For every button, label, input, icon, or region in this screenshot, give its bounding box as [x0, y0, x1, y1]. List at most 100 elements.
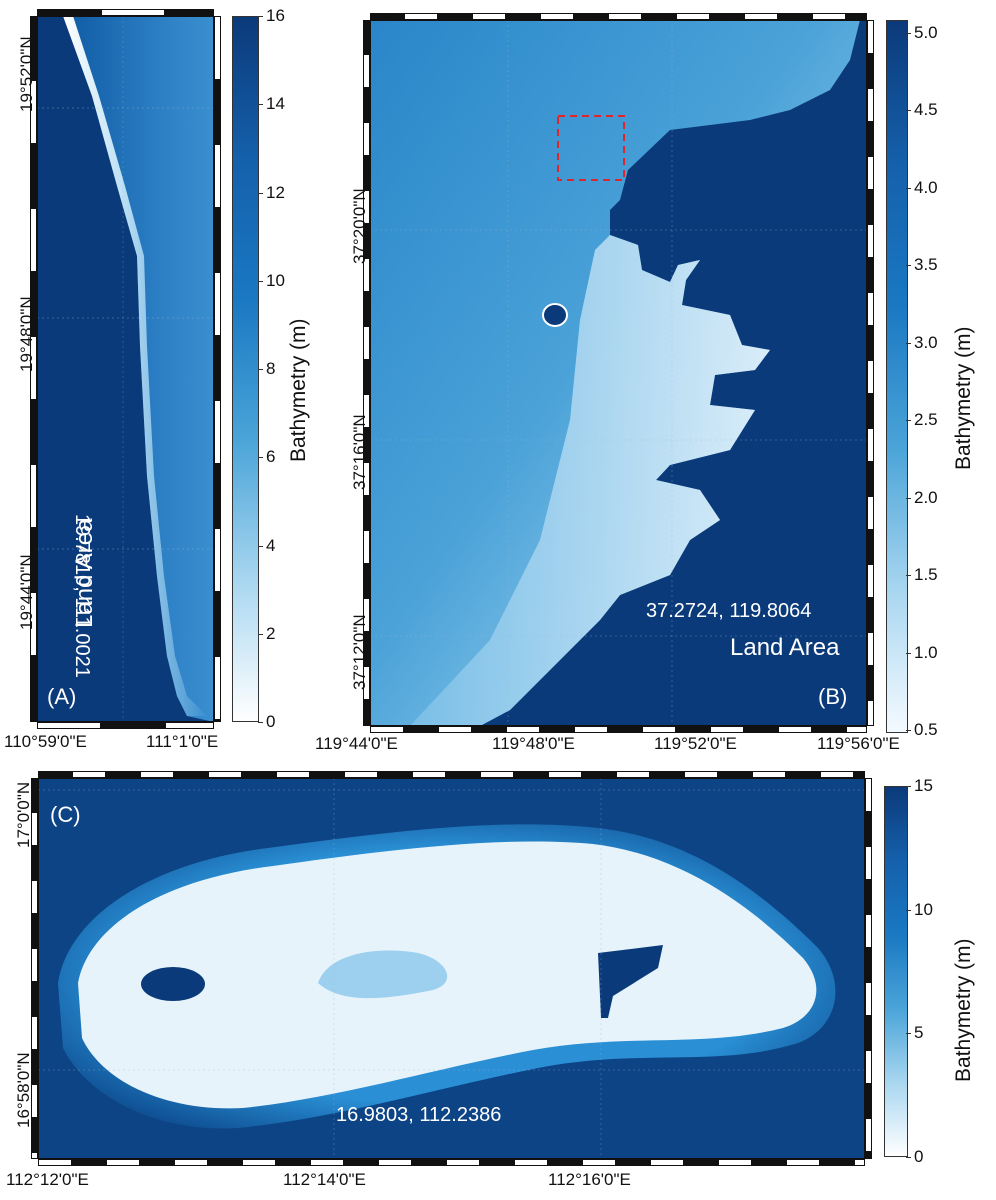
panel-c-border-segment	[865, 948, 872, 982]
panel-b-border-segment	[867, 700, 874, 726]
panel-b-border-segment	[363, 360, 370, 394]
panel-b-colorbar-tick-mark	[906, 265, 911, 267]
panel-b-colorbar-tick: 3.5	[914, 255, 938, 275]
panel-a-colorbar-tick-mark	[258, 545, 263, 547]
panel-c-border-segment	[106, 771, 140, 778]
panel-c-border-segment	[718, 771, 752, 778]
panel-c-border-segment	[718, 1159, 752, 1166]
panel-c-border-segment	[31, 846, 38, 880]
panel-b-border-segment	[363, 394, 370, 428]
panel-b-border-segment	[472, 726, 506, 733]
panel-c-border-segment	[548, 1159, 582, 1166]
panel-a-border-segment	[214, 400, 221, 464]
panel-b-border-segment	[363, 530, 370, 564]
panel-c-border-segment	[310, 1159, 344, 1166]
panel-b-border-segment	[867, 292, 874, 326]
panel-b-border-segment	[778, 726, 812, 733]
panel-c-border-segment	[31, 1084, 38, 1118]
panel-c-border-segment	[174, 771, 208, 778]
panel-b-colorbar-tick: 1.0	[914, 642, 938, 662]
panel-c-colorbar-tick: 5	[914, 1023, 924, 1043]
panel-b-border-segment	[363, 190, 370, 224]
panel-b-border-segment	[867, 190, 874, 224]
panel-b-border-segment	[867, 20, 874, 54]
panel-c-colorbar-tick-mark	[906, 1033, 911, 1035]
panel-b-border-segment	[438, 13, 472, 20]
panel-b-border-segment	[608, 726, 642, 733]
panel-b-colorbar-tick: 2.5	[914, 410, 938, 430]
panel-b-border-segment	[363, 632, 370, 666]
panel-b-border-segment	[778, 13, 812, 20]
panel-b-border-segment	[710, 13, 744, 20]
panel-b-colorbar-tick-mark	[906, 187, 911, 189]
panel-c-border-segment	[865, 982, 872, 1016]
panel-b-border-segment	[363, 598, 370, 632]
panel-b-border-segment	[744, 726, 778, 733]
panel-c-border-segment	[865, 778, 872, 812]
panel-a-border-segment	[214, 272, 221, 336]
panel-a-bathymetry-image	[37, 16, 214, 722]
panel-c-border-segment	[854, 1159, 865, 1166]
panel-b-border-segment	[867, 632, 874, 666]
panel-b-colorbar-tick-mark	[906, 652, 911, 654]
panel-a-border-segment	[30, 656, 37, 720]
panel-a-border-segment	[214, 656, 221, 720]
panel-b-border-segment	[404, 13, 438, 20]
panel-c-colorbar-tick-mark	[906, 786, 911, 787]
panel-b-colorbar-tick: 5.0	[914, 23, 938, 42]
panel-b-border-segment	[867, 224, 874, 258]
panel-b-border-segment	[363, 88, 370, 122]
panel-a-border-segment	[165, 9, 214, 16]
panel-b-ytick-1: 37°20'0"N	[350, 188, 369, 264]
panel-a-border-segment	[30, 592, 37, 656]
panel-b-colorbar-tick-mark	[906, 342, 911, 344]
panel-a-colorbar-tick: 10	[266, 270, 285, 290]
panel-c-border-segment	[31, 1016, 38, 1050]
panel-b-colorbar-tick: 2.0	[914, 487, 938, 507]
panel-b-border-segment	[404, 726, 438, 733]
panel-b-colorbar-tick: 4.5	[914, 100, 938, 120]
panel-a-xtick-1: 110°59'0"E	[4, 732, 87, 751]
panel-c-border-segment	[514, 1159, 548, 1166]
panel-b-border-segment	[363, 54, 370, 88]
panel-b-xtick-1: 119°44'0"E	[315, 734, 398, 753]
panel-a-xtick-2: 111°1'0"E	[146, 732, 219, 751]
panel-a-border-segment	[101, 722, 165, 729]
panel-a-colorbar-tick-mark	[258, 457, 263, 459]
panel-b-border-segment	[867, 326, 874, 360]
panel-b-border-segment	[370, 13, 404, 20]
panel-a-colorbar-tick-mark	[258, 633, 263, 635]
panel-b-colorbar-tick: 0.5	[914, 720, 938, 739]
panel-c-border-segment	[820, 771, 854, 778]
panel-a-colorbar-tick-mark	[258, 104, 263, 106]
panel-a-border-segment	[30, 336, 37, 400]
panel-b-border-segment	[506, 13, 540, 20]
panel-a-border-segment	[30, 208, 37, 272]
panel-c-border-segment	[616, 1159, 650, 1166]
panel-b-border-segment	[642, 726, 676, 733]
panel-a-colorbar-tick: 4	[266, 535, 276, 555]
panel-a-border-segment	[30, 400, 37, 464]
panel-b-border-segment	[363, 258, 370, 292]
panel-b-border-segment	[608, 13, 642, 20]
panel-c-ytick-2: 16°58'0"N	[14, 1052, 33, 1128]
panel-c-border-segment	[276, 771, 310, 778]
panel-c-border-segment	[446, 771, 480, 778]
panel-b-xtick-4: 119°56'0"E	[817, 734, 900, 753]
panel-b-border-segment	[438, 726, 472, 733]
panel-c-border-segment	[276, 1159, 310, 1166]
panel-b-colorbar-tick-mark	[906, 110, 911, 112]
panel-a-border-segment	[30, 80, 37, 144]
panel-a-border-segment	[214, 208, 221, 272]
panel-c-coords: 16.9803, 112.2386	[336, 1104, 502, 1126]
panel-b-border-segment	[363, 224, 370, 258]
panel-b-land-label: Land Area	[730, 634, 840, 661]
panel-c-border-segment	[865, 1118, 872, 1152]
panel-c-border-segment	[650, 771, 684, 778]
panel-c-border-segment	[865, 1016, 872, 1050]
panel-c-border-segment	[344, 1159, 378, 1166]
panel-c-frame	[38, 778, 865, 1159]
panel-b-border-segment	[867, 564, 874, 598]
panel-a-ytick-2: 19°48'0"N	[17, 296, 36, 372]
panel-a-border-segment	[30, 528, 37, 592]
